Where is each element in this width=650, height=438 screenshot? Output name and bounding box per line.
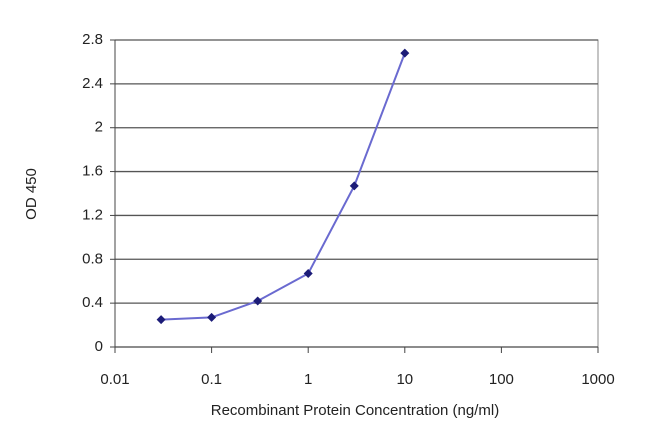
x-axis-label: Recombinant Protein Concentration (ng/ml… [211,402,499,419]
marker [207,312,217,322]
marker [253,296,263,306]
y-tick-label: 1.2 [82,206,103,223]
x-tick-label: 10 [396,371,413,388]
x-tick-label: 100 [489,371,514,388]
x-tick-label: 0.1 [201,371,222,388]
x-tick-label: 0.01 [100,371,129,388]
y-tick-label: 2.8 [82,31,103,48]
y-tick-label: 0.8 [82,250,103,267]
y-tick-label: 0 [95,338,103,355]
x-tick-label: 1000 [581,371,614,388]
series-line [161,52,406,321]
y-tick-label: 2 [95,119,103,136]
y-tick-label: 2.4 [82,75,103,92]
marker [303,269,313,279]
y-tick-label: 0.4 [82,294,103,311]
marker [156,315,166,325]
y-tick-label: 1.6 [82,163,103,180]
plot-area [114,39,599,348]
marker [349,181,359,191]
x-tick-label: 1 [304,371,312,388]
y-axis-label: OD 450 [23,168,40,220]
marker [400,48,410,58]
